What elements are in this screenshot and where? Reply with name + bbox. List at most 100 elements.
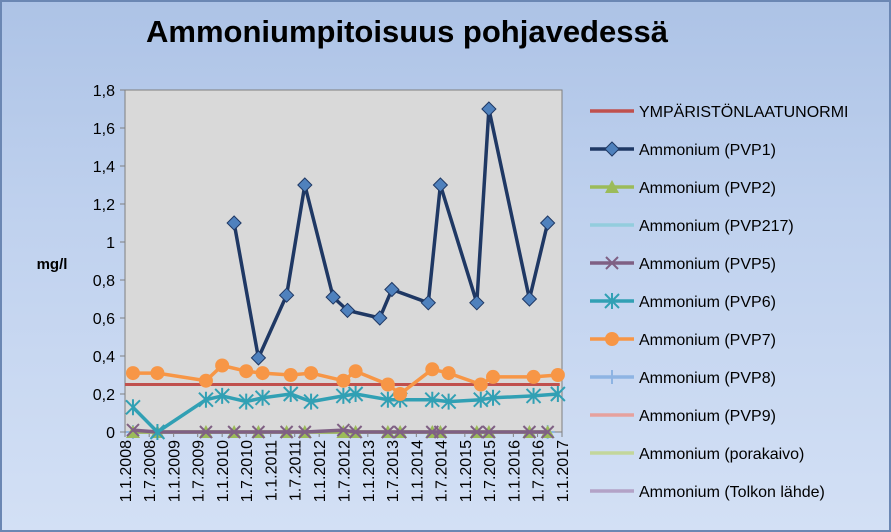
data-point — [198, 373, 213, 388]
x-tick-label: 1.1.2012 — [312, 440, 329, 502]
legend-marker — [605, 256, 619, 270]
data-point — [393, 387, 408, 401]
legend-item: Ammonium (PVP8) — [590, 370, 776, 387]
data-point — [279, 425, 294, 439]
legend-marker — [604, 141, 620, 157]
x-tick-label: 1.1.2014 — [409, 440, 426, 502]
series-5 — [125, 386, 566, 440]
data-point — [336, 423, 351, 437]
data-point — [226, 215, 242, 231]
data-point — [303, 393, 319, 410]
data-point — [485, 389, 501, 406]
data-point — [335, 387, 352, 404]
x-tick-label: 1.7.2013 — [385, 440, 402, 502]
legend-item: Ammonium (Tolkon lähde) — [590, 484, 825, 501]
x-tick-label: 1.1.2011 — [264, 440, 281, 501]
data-point — [425, 362, 440, 377]
data-point — [348, 364, 363, 379]
legend-marker — [605, 370, 619, 384]
data-point — [441, 366, 456, 381]
data-point — [199, 425, 213, 439]
legend-label: Ammonium (PVP5) — [639, 256, 776, 273]
legend-label: Ammonium (porakaivo) — [639, 446, 804, 463]
data-point — [347, 386, 364, 402]
data-point — [470, 425, 484, 439]
data-point — [522, 425, 537, 439]
data-point — [238, 393, 254, 410]
x-tick-label: 1.1.2016 — [506, 440, 523, 502]
x-tick-label: 1.7.2014 — [433, 440, 450, 502]
legend-label: Ammonium (PVP2) — [639, 180, 776, 197]
data-point — [473, 377, 488, 392]
legend-label: Ammonium (PVP6) — [639, 294, 776, 311]
axes: 0 0,2 0,4 0,6 0,8 1 1,2 1,4 1,6 1,8 1.1.2008 1.7.20… — [93, 83, 572, 502]
x-tick-label: 1.1.2017 — [555, 440, 572, 502]
series-6 — [125, 358, 565, 401]
data-point — [381, 425, 395, 439]
legend-item: Ammonium (PVP7) — [590, 332, 776, 349]
legend-label: Ammonium (PVP217) — [639, 218, 794, 235]
data-point — [481, 101, 497, 117]
data-point — [482, 425, 496, 439]
data-point — [393, 425, 407, 439]
data-point — [469, 295, 485, 311]
legend-item: Ammonium (PVP1) — [590, 141, 776, 159]
y-tick-label: 1,6 — [93, 121, 115, 138]
legend-item: Ammonium (PVP217) — [590, 218, 794, 235]
data-point — [278, 287, 295, 303]
x-tick-label: 1.7.2009 — [191, 440, 208, 502]
data-point — [227, 425, 241, 439]
x-tick-label: 1.1.2015 — [458, 440, 475, 502]
data-point — [473, 391, 489, 408]
legend-item: Ammonium (PVP5) — [590, 256, 776, 273]
data-point — [298, 425, 312, 439]
data-point — [239, 364, 254, 379]
series-line — [131, 392, 559, 434]
data-point — [521, 291, 538, 307]
legend-item: YMPÄRISTÖNLAATUNORMI — [590, 103, 849, 121]
y-tick-label: 0,2 — [93, 387, 115, 404]
data-point — [255, 366, 270, 381]
data-point — [486, 369, 501, 384]
x-tick-label: 1.1.2013 — [361, 440, 378, 502]
x-tick-label: 1.1.2010 — [215, 440, 232, 502]
legend-label: Ammonium (PVP1) — [639, 142, 776, 159]
series-4 — [126, 423, 555, 439]
x-tick-label: 1.1.2008 — [118, 440, 135, 502]
y-tick-label: 0 — [106, 425, 115, 442]
chart-title: Ammoniumpitoisuus pohjavedessä — [146, 14, 669, 49]
data-point — [150, 366, 165, 381]
data-point — [420, 295, 437, 311]
y-tick-label: 1 — [106, 235, 115, 252]
y-tick-label: 1,4 — [93, 159, 115, 176]
legend-label: Ammonium (PVP9) — [639, 408, 776, 425]
data-point — [250, 350, 267, 366]
y-tick-label: 1,2 — [93, 197, 115, 214]
data-point — [539, 215, 556, 231]
legend-label: Ammonium (PVP8) — [639, 370, 776, 387]
series-1 — [226, 101, 556, 366]
data-point — [325, 289, 341, 305]
y-axis-label: mg/l — [37, 256, 68, 273]
data-point — [372, 310, 388, 326]
data-point — [432, 177, 449, 193]
data-point — [540, 425, 555, 439]
data-point — [433, 425, 448, 439]
data-point — [283, 368, 298, 382]
data-point — [384, 281, 400, 298]
y-tick-label: 0,6 — [93, 311, 115, 328]
data-point — [440, 393, 457, 410]
data-point — [254, 389, 271, 406]
data-point — [198, 391, 214, 408]
legend-label: Ammonium (PVP7) — [639, 332, 776, 349]
y-tick-label: 0,4 — [93, 349, 115, 366]
data-point — [149, 424, 166, 440]
data-point — [339, 302, 356, 319]
series-line — [232, 107, 550, 360]
x-tick-label: 1.7.2015 — [482, 440, 499, 502]
x-tick-label: 1.7.2010 — [239, 440, 256, 502]
data-point — [125, 399, 141, 416]
data-point — [550, 386, 566, 402]
